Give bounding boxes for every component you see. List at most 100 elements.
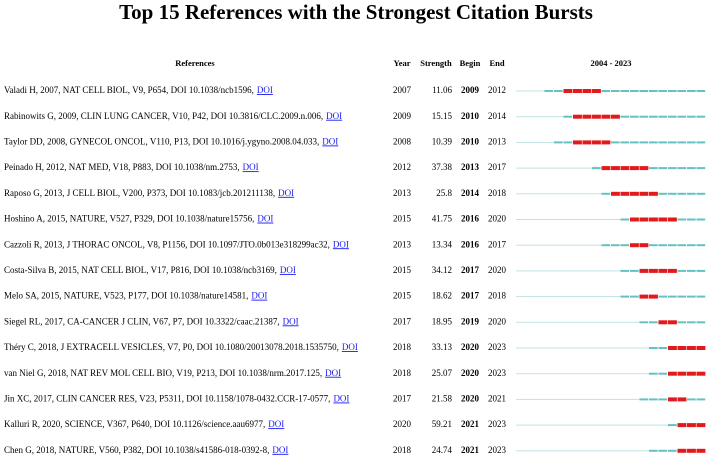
strength: 34.12 (432, 265, 452, 275)
burst (687, 423, 696, 428)
doi-link[interactable]: DOI (278, 188, 294, 198)
burst (611, 191, 620, 196)
doi-link[interactable]: DOI (342, 342, 358, 352)
cited (611, 141, 620, 144)
cited (630, 141, 639, 144)
cited (687, 192, 696, 195)
doi-link[interactable]: DOI (333, 393, 349, 403)
burst (649, 217, 658, 222)
year: 2018 (393, 342, 412, 352)
doi-link[interactable]: DOI (257, 214, 273, 224)
doi-link[interactable]: DOI (333, 239, 349, 249)
burst (687, 448, 696, 453)
doi-link[interactable]: DOI (283, 316, 299, 326)
doi-link[interactable]: DOI (325, 368, 341, 378)
cited (668, 424, 677, 427)
cited (601, 192, 611, 195)
cited (677, 115, 687, 118)
strength: 10.39 (432, 136, 453, 146)
end: 2020 (488, 214, 507, 224)
doi-link[interactable]: DOI (243, 162, 259, 172)
end: 2023 (488, 445, 507, 455)
burst (639, 217, 649, 222)
strength: 33.13 (432, 342, 453, 352)
cited (649, 347, 658, 349)
year: 2018 (393, 445, 412, 455)
begin: 2014 (461, 188, 480, 198)
header: References (175, 58, 215, 68)
cited (696, 244, 706, 247)
end: 2018 (488, 188, 507, 198)
burst (639, 268, 649, 273)
end: 2013 (488, 136, 507, 146)
cited (563, 115, 573, 118)
cited (592, 167, 601, 170)
burst (696, 423, 706, 428)
cited (611, 244, 620, 247)
strength: 25.07 (432, 368, 453, 378)
doi-link[interactable]: DOI (322, 136, 338, 146)
burst (611, 114, 620, 119)
burst (630, 243, 639, 248)
burst (668, 320, 677, 325)
doi-link[interactable]: DOI (257, 85, 273, 95)
cited (668, 449, 677, 452)
burst (582, 114, 592, 119)
reference: Jin XC, 2017, CLIN CANCER RES, V23, P531… (4, 393, 330, 403)
cited (620, 269, 630, 272)
burst (592, 114, 601, 119)
reference: Kalluri R, 2020, SCIENCE, V367, P640, DO… (4, 419, 265, 429)
cited (687, 218, 696, 221)
burst (668, 397, 677, 402)
doi-link[interactable]: DOI (268, 419, 284, 429)
cited (620, 90, 630, 92)
doi-link[interactable]: DOI (251, 291, 267, 301)
reference: Raposo G, 2013, J CELL BIOL, V200, P373,… (4, 188, 275, 198)
begin: 2016 (461, 214, 480, 224)
cited (696, 192, 706, 195)
cited (601, 244, 611, 247)
cited (649, 321, 658, 324)
doi-link[interactable]: DOI (272, 445, 288, 455)
burst (677, 371, 687, 376)
doi-link[interactable]: DOI (280, 265, 296, 275)
cited (649, 398, 658, 401)
cited (687, 141, 696, 144)
cited (687, 269, 696, 272)
reference: Chen G, 2018, NATURE, V560, P382, DOI 10… (4, 445, 269, 455)
cited (658, 449, 668, 452)
cited (668, 244, 677, 247)
year: 2015 (393, 291, 412, 301)
cited (620, 295, 630, 298)
cited (649, 244, 658, 247)
cited (696, 321, 706, 324)
year: 2007 (393, 85, 412, 95)
burst (620, 191, 630, 196)
cited (658, 398, 668, 401)
burst (658, 320, 668, 325)
reference: Théry C, 2018, J EXTRACELL VESICLES, V7,… (4, 342, 339, 352)
begin: 2019 (461, 316, 480, 326)
begin: 2020 (461, 342, 480, 352)
reference: van Niel G, 2018, NAT REV MOL CELL BIO, … (4, 368, 322, 378)
end: 2023 (488, 368, 507, 378)
burst (677, 397, 687, 402)
begin: 2009 (461, 85, 480, 95)
reference: Taylor DD, 2008, GYNECOL ONCOL, V110, P1… (4, 136, 319, 146)
strength: 59.21 (432, 419, 452, 429)
cited (620, 141, 630, 144)
cited (639, 115, 649, 118)
year: 2018 (393, 368, 412, 378)
cited (658, 90, 668, 92)
end: 2023 (488, 419, 507, 429)
year: 2012 (393, 162, 411, 172)
cited (630, 115, 639, 118)
begin: 2016 (461, 239, 480, 249)
doi-link[interactable]: DOI (326, 111, 342, 121)
year: 2015 (393, 214, 412, 224)
begin: 2010 (461, 111, 480, 121)
cited (696, 398, 706, 401)
cited (696, 269, 706, 272)
reference: Peinado H, 2012, NAT MED, V18, P883, DOI… (4, 162, 240, 172)
cited (649, 115, 658, 118)
